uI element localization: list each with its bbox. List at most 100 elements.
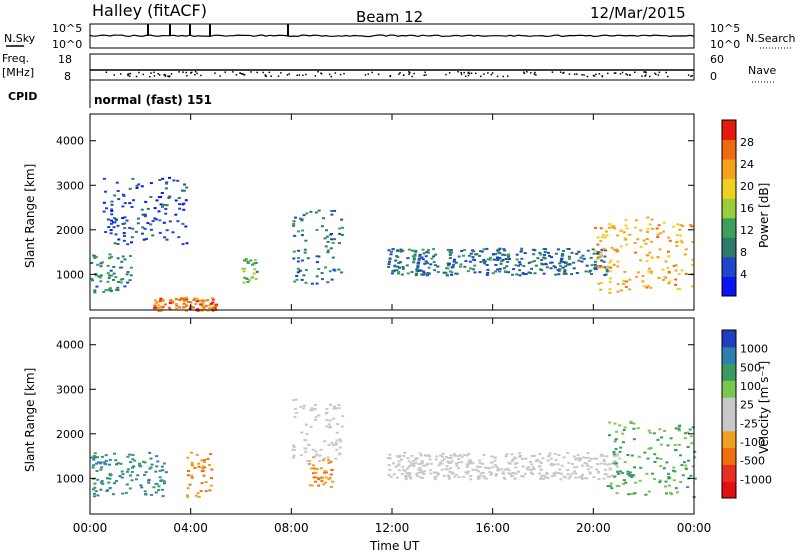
data-cell [146,207,150,210]
data-cell [433,476,437,479]
data-cell [613,455,617,458]
data-cell [553,452,557,455]
data-cell [304,447,308,450]
nave-dot [562,72,564,74]
data-cell [563,270,567,273]
data-cell [624,238,628,241]
data-cell [596,236,600,239]
data-cell [552,472,556,475]
data-cell [417,471,421,474]
data-cell [580,475,584,478]
data-cell [329,473,333,476]
data-cell [567,477,571,480]
data-cell [420,460,424,463]
data-cell [150,493,153,496]
data-cell [396,464,400,467]
data-cell [175,304,179,307]
data-cell [582,257,586,260]
data-cell [132,465,136,468]
data-cell [337,404,341,406]
data-cell [646,227,650,230]
data-cell [432,261,436,263]
data-cell [532,466,536,469]
data-cell [435,475,439,478]
data-cell [469,267,472,270]
data-cell [106,264,110,267]
data-cell [564,261,568,264]
data-cell [442,271,446,274]
data-cell [603,473,607,476]
data-cell [134,230,138,233]
data-cell [150,463,154,466]
data-cell [603,462,607,465]
data-cell [141,213,145,216]
data-cell [554,459,558,462]
data-cell [429,472,433,475]
data-cell [292,454,296,457]
data-cell [112,278,115,281]
data-cell [545,473,549,475]
nave-dot [460,71,462,74]
data-cell [646,457,650,460]
data-cell [182,300,186,303]
data-cell [588,472,592,475]
data-cell [121,193,125,196]
data-cell [522,273,526,276]
data-cell [108,274,112,277]
data-cell [568,475,572,478]
data-cell [421,471,425,474]
data-cell [549,457,553,460]
data-cell [655,227,659,230]
data-cell [546,251,550,254]
nave-dot [158,74,161,76]
data-cell [489,256,492,259]
data-cell [323,237,327,240]
data-cell [405,264,409,267]
data-cell [466,454,469,457]
data-cell [329,247,333,250]
data-cell [674,278,678,281]
data-cell [615,454,619,457]
data-cell [158,231,162,234]
nave-dot [398,73,400,75]
data-cell [584,456,588,459]
data-cell [417,258,421,261]
data-cell [564,272,568,275]
data-cell [157,309,161,312]
nave-dot [142,73,144,76]
data-cell [442,458,446,461]
data-cell [613,440,617,443]
power-heatmap [90,176,695,312]
data-cell [447,461,451,464]
nave-dot [219,75,221,77]
data-cell [608,277,612,280]
data-cell [581,254,585,257]
colorbar-segment [722,139,736,160]
data-cell [507,472,511,475]
nave-dot [280,72,282,74]
data-cell [602,247,606,250]
data-cell [148,451,152,454]
data-cell [510,453,514,456]
nave-dot [613,72,616,74]
data-cell [620,229,624,232]
data-cell [191,464,195,467]
data-cell [544,262,548,265]
data-cell [297,257,300,259]
data-cell [310,467,314,470]
data-cell [677,429,681,432]
data-cell [111,493,115,496]
data-cell [94,274,98,277]
nave-dot [448,72,451,74]
x-tick-label: 00:00 [677,521,712,535]
data-cell [417,463,421,465]
data-cell [538,465,542,468]
data-cell [568,263,572,266]
data-cell [126,468,130,471]
data-cell [292,250,296,253]
data-cell [495,466,499,468]
data-cell [104,454,108,457]
data-cell [538,453,542,455]
data-cell [194,494,198,497]
data-cell [625,280,628,283]
